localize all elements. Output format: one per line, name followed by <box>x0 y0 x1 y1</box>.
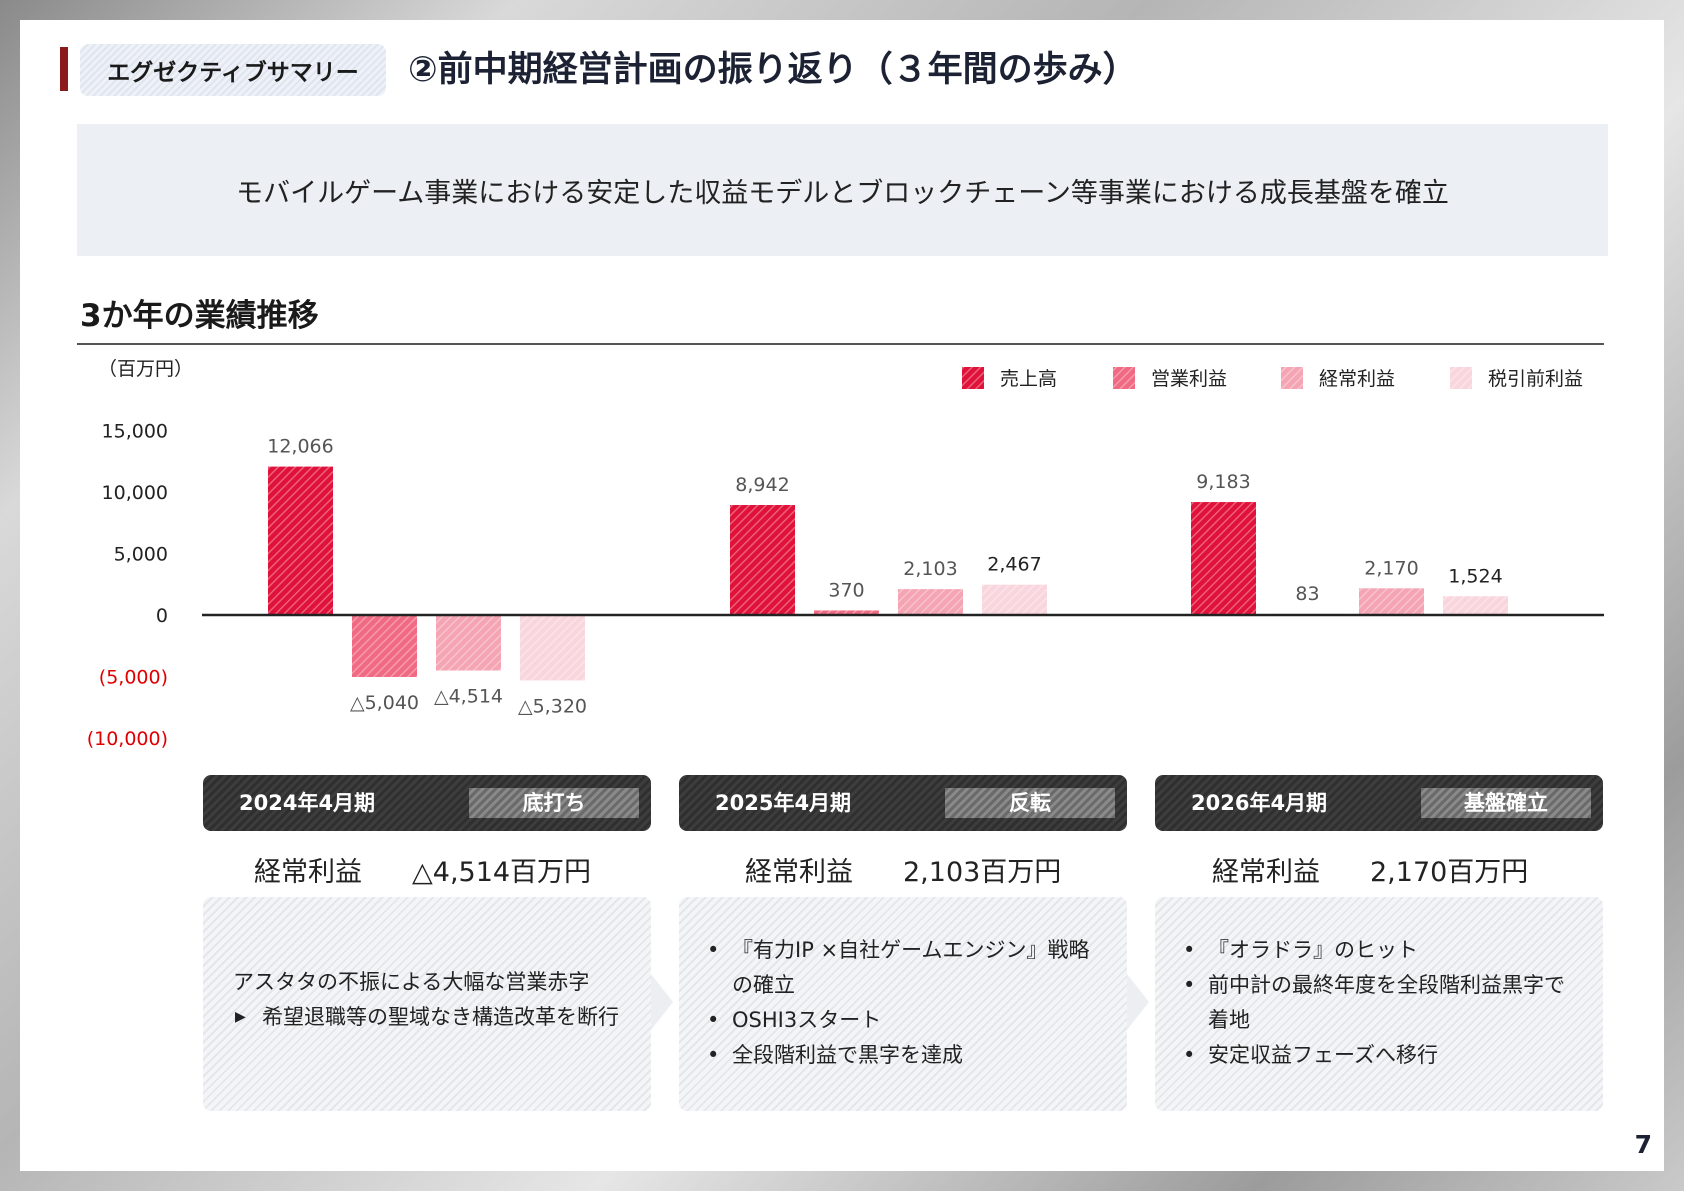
bar-value-label: 2,103 <box>903 558 957 580</box>
period-year: 2024年4月期 <box>239 791 376 815</box>
period-year: 2026年4月期 <box>1191 791 1328 815</box>
period-metric-2025: 経常利益 2,103百万円 <box>745 850 1061 889</box>
bar-value-label: 8,942 <box>735 474 789 496</box>
note-item: OSHI3スタート <box>703 1003 1097 1038</box>
note-item: 『有力IP ×自社ゲームエンジン』戦略の確立 <box>703 933 1097 1003</box>
bar-0-2 <box>1191 502 1256 615</box>
y-tick-label: (10,000) <box>87 728 168 750</box>
metric-label: 経常利益 <box>1212 857 1320 888</box>
page-title: ②前中期経営計画の振り返り（３年間の歩み） <box>408 50 1138 90</box>
flow-arrow-icon <box>1127 974 1149 1030</box>
y-tick-label: 15,000 <box>102 421 168 443</box>
legend-label: 営業利益 <box>1151 368 1227 390</box>
bar-2-2 <box>1359 588 1424 615</box>
section-divider <box>77 343 1604 345</box>
bar-3-1 <box>982 584 1047 615</box>
note-item: 前中計の最終年度を全段階利益黒字で着地 <box>1179 968 1573 1038</box>
period-header-2025: 2025年4月期 反転 <box>679 775 1127 831</box>
note-lead: アスタタの不振による大幅な営業赤字 <box>233 970 590 994</box>
period-notes-2025: 『有力IP ×自社ゲームエンジン』戦略の確立 OSHI3スタート 全段階利益で黒… <box>679 897 1127 1111</box>
bar-value-label: △5,320 <box>518 695 587 717</box>
bar-0-0 <box>268 466 333 615</box>
legend-label: 売上高 <box>1000 368 1057 390</box>
legend-label: 税引前利益 <box>1488 368 1583 390</box>
legend-swatch <box>1450 367 1472 389</box>
bar-1-1 <box>814 610 879 615</box>
period-metric-2026: 経常利益 2,170百万円 <box>1212 850 1528 889</box>
period-tag: 基盤確立 <box>1421 788 1591 818</box>
y-tick-label: 5,000 <box>114 544 168 566</box>
bar-1-0 <box>352 615 417 677</box>
period-notes-2024: アスタタの不振による大幅な営業赤字 希望退職等の聖域なき構造改革を断行 <box>203 897 651 1111</box>
note-item: 『オラドラ』のヒット <box>1179 933 1573 968</box>
y-tick-label: 10,000 <box>102 482 168 504</box>
legend-label: 経常利益 <box>1319 368 1395 390</box>
metric-label: 経常利益 <box>254 857 362 888</box>
metric-value: 2,103百万円 <box>903 857 1062 888</box>
period-tag: 反転 <box>945 788 1115 818</box>
flow-arrow-icon <box>651 974 673 1030</box>
note-item: 安定収益フェーズへ移行 <box>1179 1038 1573 1073</box>
performance-chart: （百万円） 15,000 10,000 5,000 0 (5,000) (10,000) 12… <box>87 358 1604 750</box>
period-year: 2025年4月期 <box>715 791 852 815</box>
bar-value-label: 12,066 <box>267 436 333 458</box>
y-unit-label: （百万円） <box>98 358 193 380</box>
title-accent-bar <box>60 47 68 91</box>
note-item: 希望退職等の聖域なき構造改革を断行 <box>233 1000 621 1035</box>
bar-0-1 <box>730 505 795 615</box>
bar-value-label: △4,514 <box>434 686 503 708</box>
bar-value-label: 2,170 <box>1364 557 1418 579</box>
bar-2-1 <box>898 589 963 615</box>
y-tick-label: 0 <box>156 605 168 627</box>
bar-value-label: 9,183 <box>1196 471 1250 493</box>
section-tag: エグゼクティブサマリー <box>80 44 386 96</box>
page-number: 7 <box>1634 1130 1652 1159</box>
period-header-2024: 2024年4月期 底打ち <box>203 775 651 831</box>
bar-value-label: 2,467 <box>987 554 1041 576</box>
summary-banner: モバイルゲーム事業における安定した収益モデルとブロックチェーン等事業における成長… <box>77 124 1608 256</box>
legend-swatch <box>962 367 984 389</box>
chart-section-title: 3か年の業績推移 <box>80 298 319 334</box>
metric-label: 経常利益 <box>745 857 853 888</box>
slide: エグゼクティブサマリー ②前中期経営計画の振り返り（３年間の歩み） モバイルゲー… <box>20 20 1664 1171</box>
bar-value-label: 1,524 <box>1448 565 1502 587</box>
note-item: 全段階利益で黒字を達成 <box>703 1038 1097 1073</box>
y-tick-label: (5,000) <box>99 667 168 689</box>
summary-banner-text: モバイルゲーム事業における安定した収益モデルとブロックチェーン等事業における成長… <box>236 177 1449 209</box>
metric-value: 2,170百万円 <box>1370 857 1529 888</box>
period-metric-2024: 経常利益 △4,514百万円 <box>254 850 591 889</box>
bar-3-2 <box>1443 596 1508 615</box>
bar-value-label: 83 <box>1295 583 1319 605</box>
metric-value: △4,514百万円 <box>412 857 592 888</box>
bar-value-label: △5,040 <box>350 692 419 714</box>
period-tag: 底打ち <box>469 788 639 818</box>
legend-swatch <box>1281 367 1303 389</box>
bar-value-label: 370 <box>828 579 864 601</box>
period-header-2026: 2026年4月期 基盤確立 <box>1155 775 1603 831</box>
legend-swatch <box>1113 367 1135 389</box>
bar-3-0 <box>520 615 585 681</box>
bar-2-0 <box>436 615 501 671</box>
period-notes-2026: 『オラドラ』のヒット 前中計の最終年度を全段階利益黒字で着地 安定収益フェーズへ… <box>1155 897 1603 1111</box>
